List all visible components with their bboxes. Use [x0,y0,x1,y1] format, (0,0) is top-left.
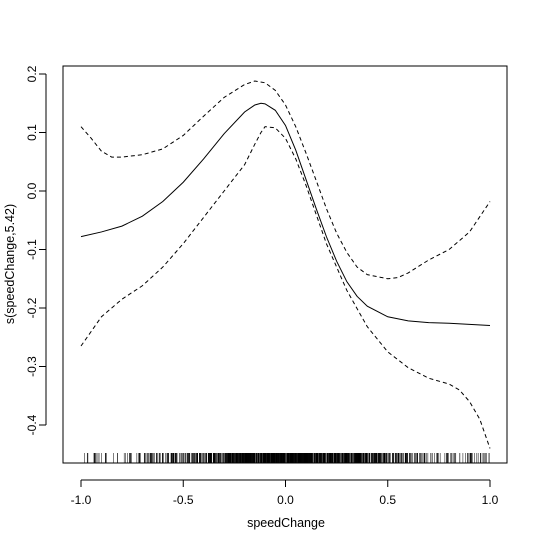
upper-confidence-line [80,80,491,280]
y-tick-label: 0.2 [25,65,39,82]
y-axis-title: s(speedChange,5.42) [3,204,17,324]
x-tick-label: 1.0 [482,493,499,507]
y-tick-label: -0.2 [25,297,39,318]
x-tick-label: 0.5 [379,493,396,507]
lower-confidence-line [80,126,491,449]
y-tick-label: -0.4 [25,414,39,435]
series-layer [80,80,491,449]
x-tick-label: -0.5 [173,493,194,507]
y-tick-label: -0.3 [25,356,39,377]
smooth-fit-line [80,102,491,327]
y-tick-label: 0.1 [25,124,39,141]
x-tick-label: -1.0 [71,493,92,507]
x-tick-label: 0.0 [277,493,294,507]
axes-layer: -1.0 -0.5 0.0 0.5 1.0 0.2 0.1 0.0 -0.1 -0.2 -0.3 -0… [25,65,499,506]
y-tick-label: -0.1 [25,239,39,260]
plot-frame [62,65,508,464]
x-axis-title: speedChange [247,516,325,530]
y-tick-label: 0.0 [25,182,39,199]
rug-layer [84,453,490,463]
